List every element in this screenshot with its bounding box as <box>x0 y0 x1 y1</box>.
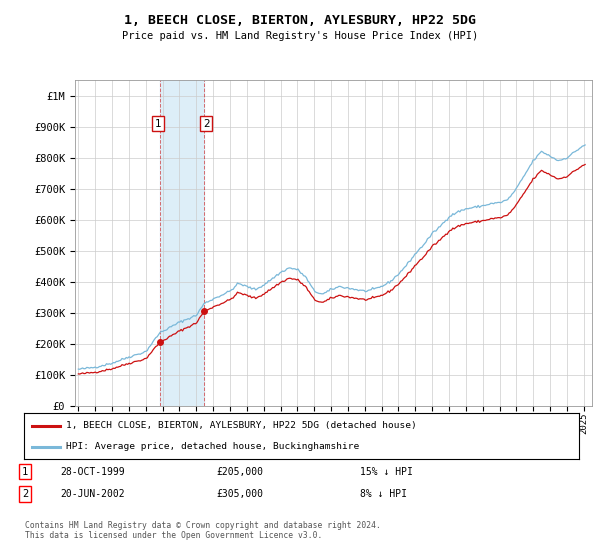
Bar <box>160 80 204 406</box>
Text: Contains HM Land Registry data © Crown copyright and database right 2024.
This d: Contains HM Land Registry data © Crown c… <box>25 521 381 540</box>
Text: 28-OCT-1999: 28-OCT-1999 <box>60 466 125 477</box>
Text: HPI: Average price, detached house, Buckinghamshire: HPI: Average price, detached house, Buck… <box>65 442 359 451</box>
Text: Price paid vs. HM Land Registry's House Price Index (HPI): Price paid vs. HM Land Registry's House … <box>122 31 478 41</box>
Text: 1, BEECH CLOSE, BIERTON, AYLESBURY, HP22 5DG (detached house): 1, BEECH CLOSE, BIERTON, AYLESBURY, HP22… <box>65 421 416 430</box>
Text: 2: 2 <box>22 489 28 499</box>
Text: £305,000: £305,000 <box>216 489 263 499</box>
Text: £205,000: £205,000 <box>216 466 263 477</box>
Text: 1: 1 <box>22 466 28 477</box>
Text: 1, BEECH CLOSE, BIERTON, AYLESBURY, HP22 5DG: 1, BEECH CLOSE, BIERTON, AYLESBURY, HP22… <box>124 14 476 27</box>
Text: 8% ↓ HPI: 8% ↓ HPI <box>360 489 407 499</box>
Text: 20-JUN-2002: 20-JUN-2002 <box>60 489 125 499</box>
Text: 15% ↓ HPI: 15% ↓ HPI <box>360 466 413 477</box>
Text: 2: 2 <box>203 119 209 129</box>
Text: 1: 1 <box>154 119 161 129</box>
